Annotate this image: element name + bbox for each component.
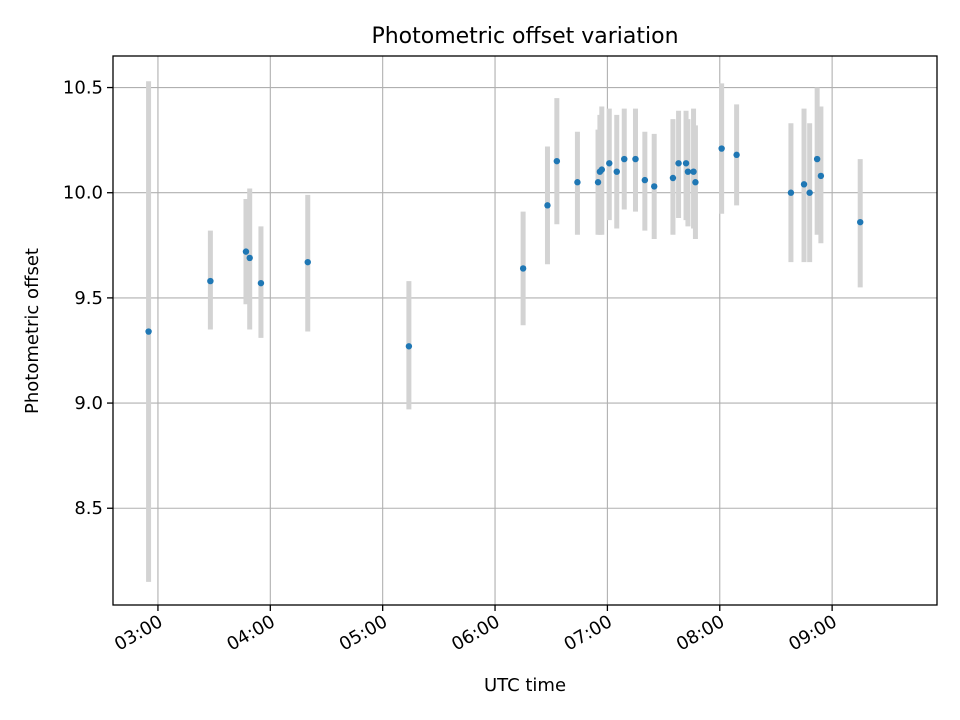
data-points bbox=[145, 145, 864, 350]
data-point bbox=[145, 328, 152, 335]
data-point bbox=[594, 179, 602, 186]
y-axis-label: Photometric offset bbox=[22, 248, 43, 414]
data-point bbox=[675, 160, 682, 167]
data-point bbox=[813, 155, 821, 163]
data-point bbox=[669, 174, 677, 182]
y-tick-label: 10.0 bbox=[63, 183, 103, 204]
x-tick-label: 04:00 bbox=[223, 611, 278, 655]
data-point bbox=[733, 151, 740, 159]
data-point bbox=[651, 183, 658, 190]
data-point bbox=[682, 160, 690, 167]
x-axis-label: UTC time bbox=[484, 675, 566, 696]
error-bars bbox=[146, 81, 863, 582]
chart-title: Photometric offset variation bbox=[371, 24, 678, 49]
y-tick-label: 9.0 bbox=[74, 393, 103, 414]
x-tick-label: 05:00 bbox=[336, 611, 391, 655]
data-point bbox=[207, 277, 214, 285]
grid bbox=[113, 56, 937, 605]
y-tick-label: 9.5 bbox=[74, 288, 103, 309]
y-tick-label: 8.5 bbox=[74, 498, 103, 519]
plot-frame bbox=[112, 55, 938, 606]
data-point bbox=[246, 254, 253, 262]
x-tick-label: 08:00 bbox=[673, 611, 728, 655]
data-point bbox=[632, 155, 639, 163]
data-point bbox=[621, 155, 628, 163]
x-tick-label: 03:00 bbox=[111, 611, 166, 655]
data-point bbox=[519, 265, 527, 272]
data-point bbox=[304, 258, 311, 266]
data-point bbox=[553, 157, 561, 165]
data-point bbox=[806, 189, 813, 196]
data-point bbox=[405, 343, 413, 350]
data-point bbox=[613, 168, 620, 175]
data-point bbox=[606, 160, 613, 167]
data-point bbox=[718, 145, 725, 152]
data-point bbox=[684, 168, 692, 175]
data-point bbox=[690, 168, 697, 175]
data-point bbox=[574, 179, 581, 186]
data-point bbox=[857, 218, 864, 226]
x-tick-label: 07:00 bbox=[560, 611, 615, 655]
data-point bbox=[242, 248, 250, 255]
x-tick-label: 09:00 bbox=[785, 611, 840, 655]
data-point bbox=[257, 279, 265, 287]
data-point bbox=[641, 176, 649, 184]
data-point bbox=[544, 202, 551, 209]
x-tick-label: 06:00 bbox=[448, 611, 503, 655]
data-point bbox=[787, 189, 795, 196]
data-point bbox=[692, 179, 699, 186]
data-point bbox=[800, 181, 808, 188]
y-tick-label: 10.5 bbox=[63, 78, 103, 99]
data-point bbox=[817, 172, 825, 180]
data-point bbox=[598, 166, 605, 173]
